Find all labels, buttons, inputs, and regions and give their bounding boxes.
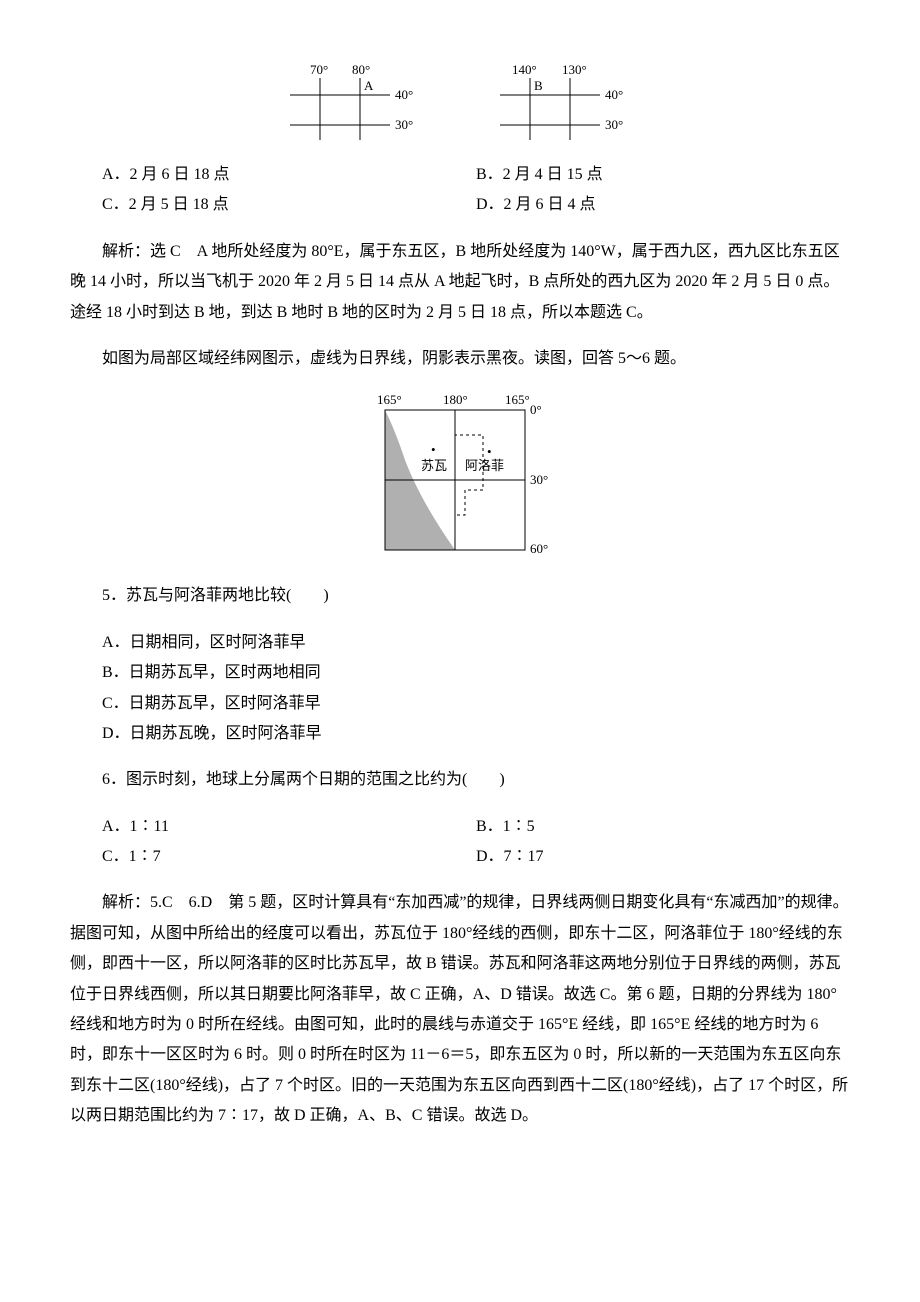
diagram-a: 70° 80° A 40° 30° (280, 60, 430, 150)
q4-explanation: 解析：选 C A 地所处经度为 80°E，属于东五区，B 地所处经度为 140°… (70, 237, 850, 328)
lon-right-label: 130° (562, 62, 587, 77)
q6-options-row2: C．1∶7 D．7∶17 (102, 842, 850, 872)
suva-dot: • (431, 442, 436, 457)
q6-option-b: B．1∶5 (476, 812, 850, 842)
q56-intro: 如图为局部区域经纬网图示，虚线为日界线，阴影表示黑夜。读图，回答 5～6 题。 (70, 344, 850, 374)
d2-lon-mid: 180° (443, 392, 468, 407)
diagram-pair: 70° 80° A 40° 30° 140° 130° B (70, 60, 850, 150)
d2-lon-right: 165° (505, 392, 530, 407)
q6-option-a: A．1∶11 (102, 812, 476, 842)
d2-lat-mid: 30° (530, 472, 548, 487)
d2-lat-bot: 60° (530, 541, 548, 556)
lat-bot-label: 30° (605, 117, 623, 132)
d2-lat-top: 0° (530, 402, 542, 417)
lon-left-label: 70° (310, 62, 328, 77)
suva-label: 苏瓦 (421, 458, 447, 473)
q6-stem: 6．图示时刻，地球上分属两个日期的范围之比约为( ) (70, 765, 850, 795)
q5-option-b: B．日期苏瓦早，区时两地相同 (102, 658, 850, 688)
q4-option-c: C．2 月 5 日 18 点 (102, 190, 476, 220)
q5-stem: 5．苏瓦与阿洛菲两地比较( ) (70, 581, 850, 611)
lon-right-label: 80° (352, 62, 370, 77)
q4-option-a: A．2 月 6 日 18 点 (102, 160, 476, 190)
alofi-dot: • (487, 444, 492, 459)
page: 70° 80° A 40° 30° 140° 130° B (0, 0, 920, 1228)
q56-explanation: 解析：5.C 6.D 第 5 题，区时计算具有“东加西减”的规律，日界线两侧日期… (70, 888, 850, 1131)
diagram-dateline: 165° 180° 165° 0° 30° 60° • 苏瓦 • 阿洛菲 (70, 390, 850, 565)
alofi-label: 阿洛菲 (465, 458, 504, 473)
lat-bot-label: 30° (395, 117, 413, 132)
lat-top-label: 40° (395, 87, 413, 102)
point-a-label: A (364, 78, 374, 93)
q4-options-row2: C．2 月 5 日 18 点 D．2 月 6 日 4 点 (102, 190, 850, 220)
q4-option-b: B．2 月 4 日 15 点 (476, 160, 850, 190)
d2-lon-left: 165° (377, 392, 402, 407)
q6-option-c: C．1∶7 (102, 842, 476, 872)
q4-option-d: D．2 月 6 日 4 点 (476, 190, 850, 220)
q5-option-d: D．日期苏瓦晚，区时阿洛菲早 (102, 719, 850, 749)
q5-option-a: A．日期相同，区时阿洛菲早 (102, 628, 850, 658)
point-b-label: B (534, 78, 543, 93)
q4-options-row1: A．2 月 6 日 18 点 B．2 月 4 日 15 点 (102, 160, 850, 190)
lat-top-label: 40° (605, 87, 623, 102)
q5-option-c: C．日期苏瓦早，区时阿洛菲早 (102, 689, 850, 719)
lon-left-label: 140° (512, 62, 537, 77)
q6-options-row1: A．1∶11 B．1∶5 (102, 812, 850, 842)
q6-option-d: D．7∶17 (476, 842, 850, 872)
diagram-b: 140° 130° B 40° 30° (490, 60, 640, 150)
